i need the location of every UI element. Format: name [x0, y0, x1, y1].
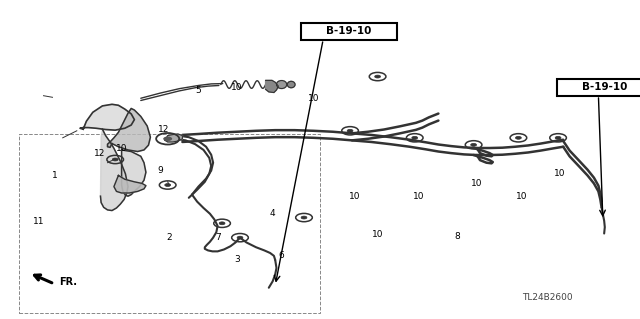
Circle shape: [237, 236, 243, 239]
Polygon shape: [100, 129, 128, 211]
Text: 10: 10: [372, 230, 383, 239]
Circle shape: [219, 222, 225, 225]
Circle shape: [374, 75, 381, 78]
Polygon shape: [122, 150, 146, 196]
Text: 12: 12: [157, 125, 169, 134]
Text: 9: 9: [157, 166, 163, 175]
FancyBboxPatch shape: [557, 79, 640, 96]
Text: 10: 10: [349, 192, 361, 201]
Circle shape: [515, 136, 522, 139]
Text: 10: 10: [231, 83, 243, 92]
Text: 2: 2: [167, 233, 172, 242]
Text: 7: 7: [215, 233, 220, 242]
Text: 10: 10: [413, 192, 425, 201]
Text: 10: 10: [308, 94, 319, 103]
Polygon shape: [80, 104, 134, 130]
Text: 8: 8: [455, 232, 460, 241]
Circle shape: [164, 183, 171, 187]
Ellipse shape: [287, 81, 295, 88]
Text: 11: 11: [33, 217, 44, 226]
Polygon shape: [165, 134, 182, 142]
Text: 10: 10: [116, 144, 127, 153]
Text: 1: 1: [52, 171, 57, 180]
Text: 12: 12: [93, 149, 105, 158]
FancyBboxPatch shape: [301, 23, 397, 40]
Circle shape: [555, 136, 561, 139]
Text: TL24B2600: TL24B2600: [522, 293, 573, 302]
Text: 5: 5: [196, 86, 201, 95]
Bar: [19, 134, 320, 313]
Text: 6: 6: [279, 251, 284, 260]
Text: 3: 3: [234, 256, 239, 264]
Polygon shape: [114, 175, 146, 193]
Circle shape: [347, 129, 353, 132]
Circle shape: [163, 137, 172, 141]
Ellipse shape: [276, 80, 287, 89]
Text: 10: 10: [554, 169, 566, 178]
Circle shape: [301, 216, 307, 219]
Text: 10: 10: [471, 179, 483, 188]
Circle shape: [112, 158, 118, 161]
Text: B-19-10: B-19-10: [582, 82, 627, 92]
Polygon shape: [266, 80, 278, 93]
Text: 4: 4: [269, 209, 275, 218]
Text: FR.: FR.: [59, 277, 77, 287]
Text: B-19-10: B-19-10: [326, 26, 371, 36]
Text: 10: 10: [516, 192, 527, 201]
Circle shape: [412, 136, 418, 139]
Circle shape: [470, 143, 477, 146]
Polygon shape: [108, 108, 150, 152]
